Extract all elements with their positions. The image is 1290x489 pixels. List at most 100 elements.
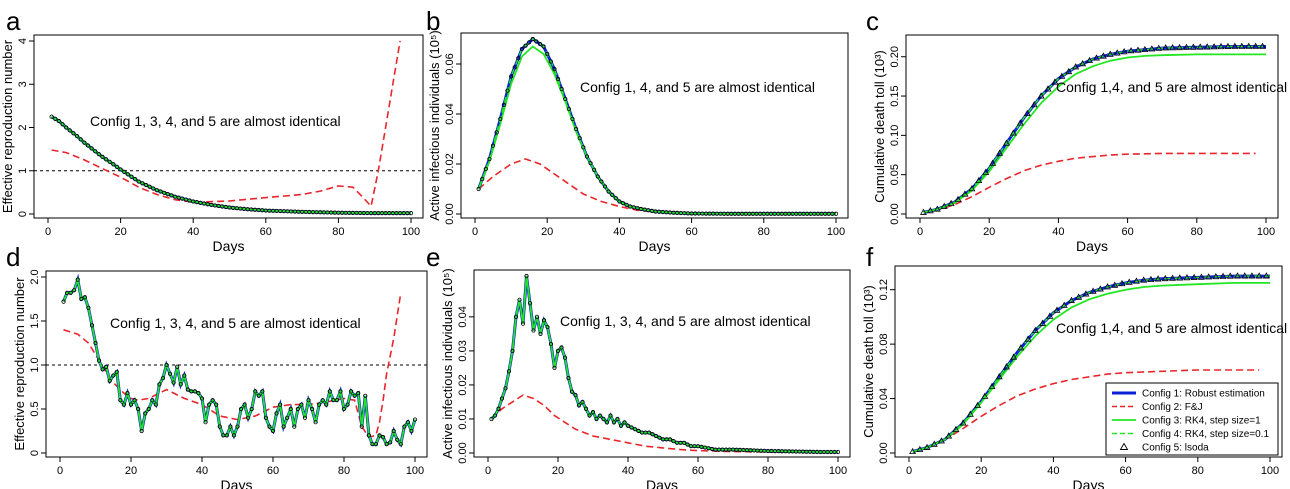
lsoda-marker: [111, 373, 116, 378]
lsoda-marker: [167, 371, 173, 376]
x-tick-label: 100: [829, 465, 847, 477]
lsoda-marker: [498, 116, 503, 122]
lsoda-marker: [89, 146, 94, 151]
lsoda-marker: [599, 179, 604, 184]
annotation: Config 1, 3, 4, and 5 are almost identic…: [90, 113, 341, 129]
lsoda-marker: [604, 420, 610, 425]
lsoda-marker: [253, 389, 258, 394]
lsoda-marker: [1147, 275, 1155, 283]
lsoda-marker: [1255, 272, 1263, 279]
lsoda-marker: [1234, 272, 1241, 279]
x-tick-label: 100: [827, 226, 845, 238]
lsoda-marker: [590, 410, 596, 415]
lsoda-marker: [1002, 363, 1010, 370]
lsoda-marker: [309, 406, 315, 412]
lsoda-marker: [573, 126, 579, 132]
lsoda-marker: [178, 382, 183, 387]
lsoda-marker: [107, 378, 112, 383]
lsoda-marker: [82, 140, 87, 145]
lsoda-marker: [72, 288, 77, 293]
lsoda-marker: [136, 406, 141, 412]
lsoda-marker: [1226, 272, 1234, 279]
lsoda-marker: [277, 402, 283, 407]
lsoda-marker: [256, 393, 261, 398]
lsoda-marker: [1197, 273, 1205, 280]
series-robust-line: [477, 37, 836, 216]
lsoda-marker: [1079, 59, 1087, 67]
y-tick-label: 0.00: [889, 203, 901, 224]
lsoda-marker: [959, 419, 967, 426]
lsoda-marker: [1086, 56, 1094, 64]
lsoda-marker: [292, 424, 297, 429]
x-tick-label: 80: [332, 226, 344, 238]
lsoda-marker: [496, 406, 501, 411]
plot-frame: [45, 270, 428, 458]
series-lsoda-markers: [61, 277, 418, 447]
lsoda-marker: [151, 186, 156, 191]
lsoda-marker: [196, 391, 201, 396]
lsoda-marker: [1039, 319, 1047, 326]
x-axis-label: Days: [646, 477, 678, 489]
x-tick-label: 0: [906, 465, 912, 477]
lsoda-marker: [345, 402, 350, 407]
lsoda-marker: [1024, 335, 1032, 342]
lsoda-marker: [530, 36, 535, 42]
lsoda-marker: [288, 406, 293, 412]
lsoda-marker: [176, 195, 181, 200]
plot-frame: [905, 34, 1279, 219]
y-tick-label: 0: [29, 450, 41, 456]
lsoda-marker: [356, 391, 361, 396]
lsoda-marker: [620, 201, 626, 206]
lsoda-marker: [1134, 46, 1142, 53]
lsoda-marker: [1183, 274, 1191, 281]
lsoda-marker: [618, 423, 624, 428]
x-tick-label: 20: [541, 226, 553, 238]
lsoda-marker: [380, 435, 386, 440]
x-tick-label: 80: [1192, 465, 1204, 477]
lsoda-marker: [909, 447, 917, 455]
lsoda-marker: [671, 438, 676, 444]
y-tick-label: 0.10: [889, 125, 901, 146]
lsoda-marker: [183, 197, 189, 202]
lsoda-marker: [299, 402, 304, 407]
lsoda-marker: [1217, 42, 1225, 50]
lsoda-marker: [681, 440, 687, 445]
lsoda-marker: [490, 143, 496, 148]
panel-letter: c: [866, 6, 879, 36]
lsoda-marker: [157, 382, 162, 387]
legend-label: Config 4: RK4, step size=0.1: [1142, 429, 1269, 440]
y-axis-label: Effective reproduction number: [12, 277, 27, 451]
lsoda-marker: [483, 166, 488, 172]
lsoda-marker: [1252, 42, 1260, 49]
lsoda-marker: [1196, 43, 1204, 50]
lsoda-marker: [617, 199, 622, 204]
annotation: Config 1, 4, and 5 are almost identical: [580, 79, 815, 95]
lsoda-marker: [324, 402, 329, 407]
lsoda-marker: [164, 362, 169, 368]
lsoda-marker: [203, 420, 208, 425]
lsoda-marker: [1051, 78, 1059, 85]
lsoda-marker: [93, 149, 98, 154]
lsoda-marker: [584, 154, 590, 159]
lsoda-marker: [597, 413, 603, 418]
x-axis-label: Days: [221, 477, 253, 489]
panel-b: b 0 20 40 60 80 100 0.00 0.02 0.04 0.06 Days Active …: [426, 6, 849, 254]
x-axis-label: Days: [1076, 238, 1108, 254]
y-tick-label: 0.15: [889, 85, 901, 106]
lsoda-marker: [1096, 285, 1104, 292]
lsoda-marker: [1058, 72, 1066, 79]
lsoda-marker: [1118, 279, 1126, 287]
y-tick-label: 0.06: [444, 53, 456, 74]
lsoda-marker: [595, 174, 600, 179]
lsoda-marker: [377, 433, 382, 438]
y-tick-label: 2.0: [29, 269, 41, 284]
x-tick-label: 60: [1121, 226, 1133, 238]
x-tick-label: 0: [45, 226, 51, 238]
lsoda-marker: [352, 393, 357, 398]
lsoda-marker: [1082, 290, 1090, 297]
lsoda-marker: [1125, 278, 1133, 285]
lsoda-marker: [67, 128, 72, 133]
lsoda-marker: [548, 341, 554, 347]
plot-frame: [460, 32, 849, 219]
lsoda-marker: [1111, 281, 1119, 288]
